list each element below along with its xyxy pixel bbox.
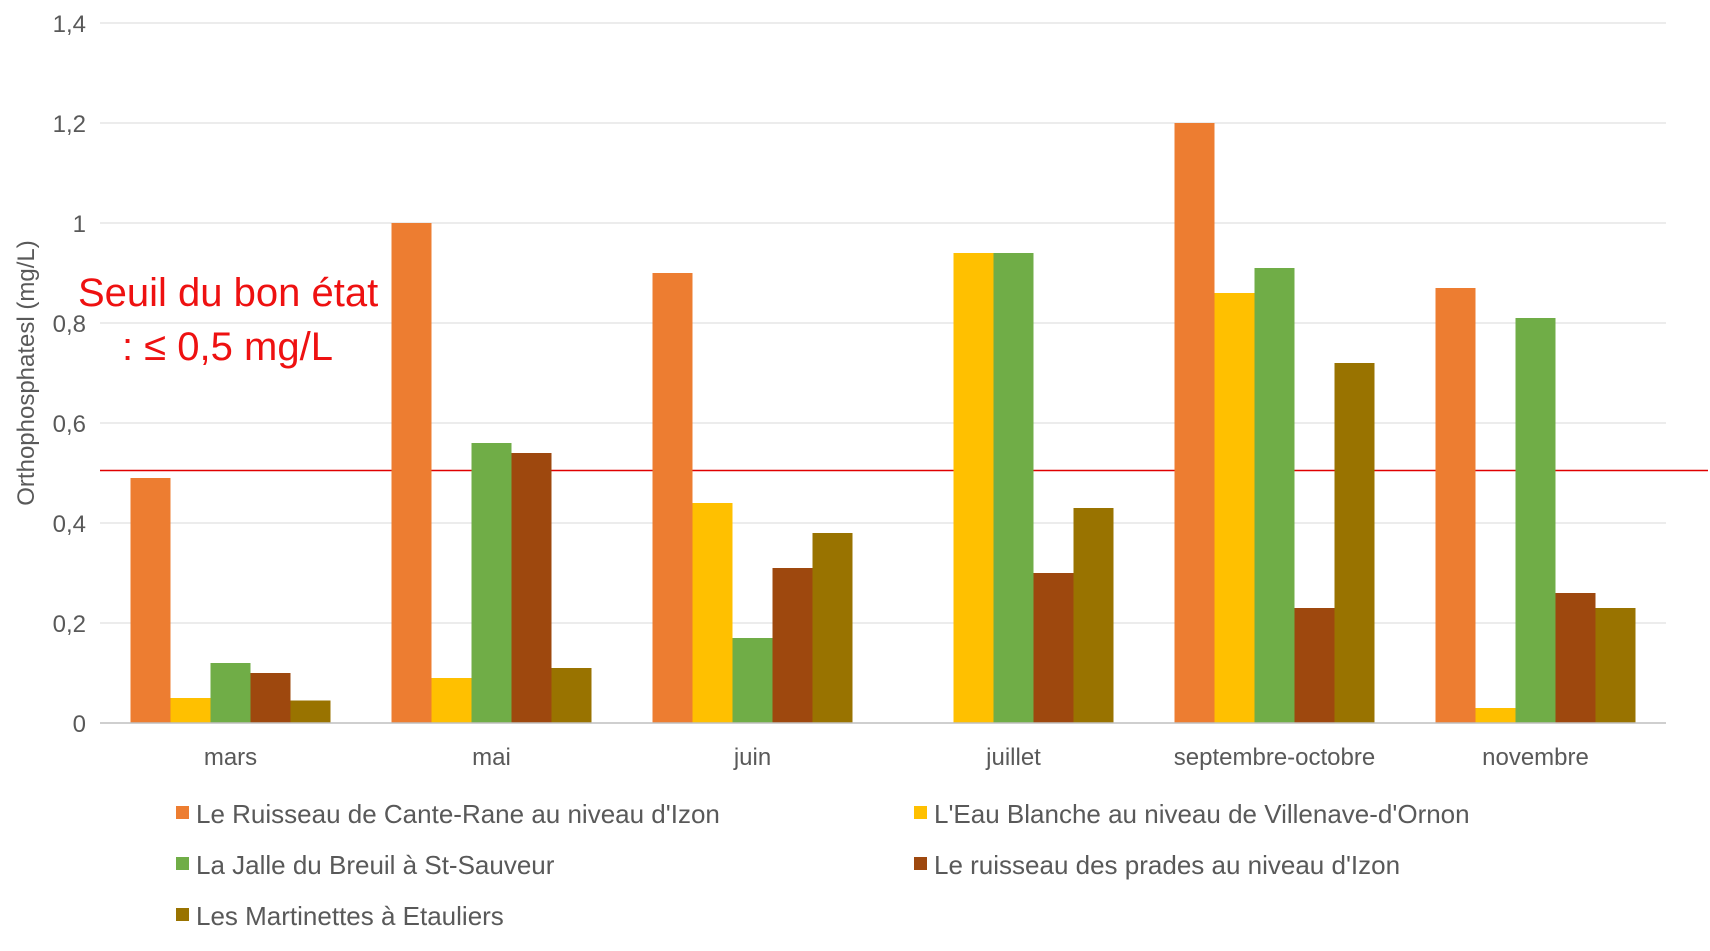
- x-category-label: novembre: [1482, 744, 1589, 771]
- bar: [772, 568, 813, 723]
- y-tick-label: 1: [73, 211, 86, 238]
- bar: [1033, 573, 1074, 723]
- bar: [1214, 293, 1255, 723]
- legend-swatch: [176, 857, 189, 870]
- bar: [250, 673, 291, 723]
- bar: [511, 453, 552, 723]
- bar: [210, 663, 251, 723]
- bars: [130, 123, 1636, 723]
- legend-label: Le ruisseau des prades au niveau d'Izon: [934, 850, 1400, 880]
- legend-label: La Jalle du Breuil à St-Sauveur: [196, 850, 555, 880]
- bar: [1073, 508, 1114, 723]
- bar: [812, 533, 853, 723]
- bar: [1595, 608, 1636, 723]
- y-tick-label: 0,2: [53, 611, 86, 638]
- y-tick-label: 0,4: [53, 511, 86, 538]
- threshold-annotation-line2: : ≤ 0,5 mg/L: [122, 325, 333, 369]
- legend-swatch: [914, 857, 927, 870]
- legend: Le Ruisseau de Cante-Rane au niveau d'Iz…: [176, 799, 1470, 931]
- bar: [953, 253, 994, 723]
- bar: [1334, 363, 1375, 723]
- bar: [993, 253, 1034, 723]
- legend-swatch: [176, 806, 189, 819]
- x-category-label: juin: [733, 744, 771, 771]
- y-axis-title: Orthophosphatesl (mg/L): [13, 240, 40, 505]
- bar: [1254, 268, 1295, 723]
- legend-swatch: [914, 806, 927, 819]
- bar: [170, 698, 211, 723]
- bar: [732, 638, 773, 723]
- x-category-label: juillet: [985, 744, 1041, 771]
- x-axis-categories: mars mai juin juillet septembre-octobre novem…: [204, 744, 1589, 771]
- bar: [1475, 708, 1516, 723]
- x-category-label: septembre-octobre: [1174, 744, 1375, 771]
- bar: [551, 668, 592, 723]
- x-category-label: mai: [472, 744, 511, 771]
- bar: [1555, 593, 1596, 723]
- bar: [1174, 123, 1215, 723]
- gridlines: [100, 22, 1666, 624]
- bar: [290, 700, 331, 723]
- bar: [431, 678, 472, 723]
- y-axis-ticks: 0 0,2 0,4 0,6 0,8 1 1,2 1,4: [53, 11, 86, 738]
- y-tick-label: 1,4: [53, 11, 86, 38]
- legend-label: Le Ruisseau de Cante-Rane au niveau d'Iz…: [196, 799, 720, 829]
- y-tick-label: 0,8: [53, 311, 86, 338]
- bar: [391, 223, 432, 723]
- legend-label: Les Martinettes à Etauliers: [196, 901, 504, 931]
- bar: [1294, 608, 1335, 723]
- bar: [692, 503, 733, 723]
- bar: [652, 273, 693, 723]
- bar: [1435, 288, 1476, 723]
- y-tick-label: 0,6: [53, 411, 86, 438]
- bar: [130, 478, 171, 723]
- y-tick-label: 0: [73, 711, 86, 738]
- legend-swatch: [176, 908, 189, 921]
- x-category-label: mars: [204, 744, 257, 771]
- bar: [1515, 318, 1556, 723]
- legend-label: L'Eau Blanche au niveau de Villenave-d'O…: [934, 799, 1470, 829]
- bar: [471, 443, 512, 723]
- y-tick-label: 1,2: [53, 111, 86, 138]
- threshold-annotation-line1: Seuil du bon état: [78, 271, 378, 315]
